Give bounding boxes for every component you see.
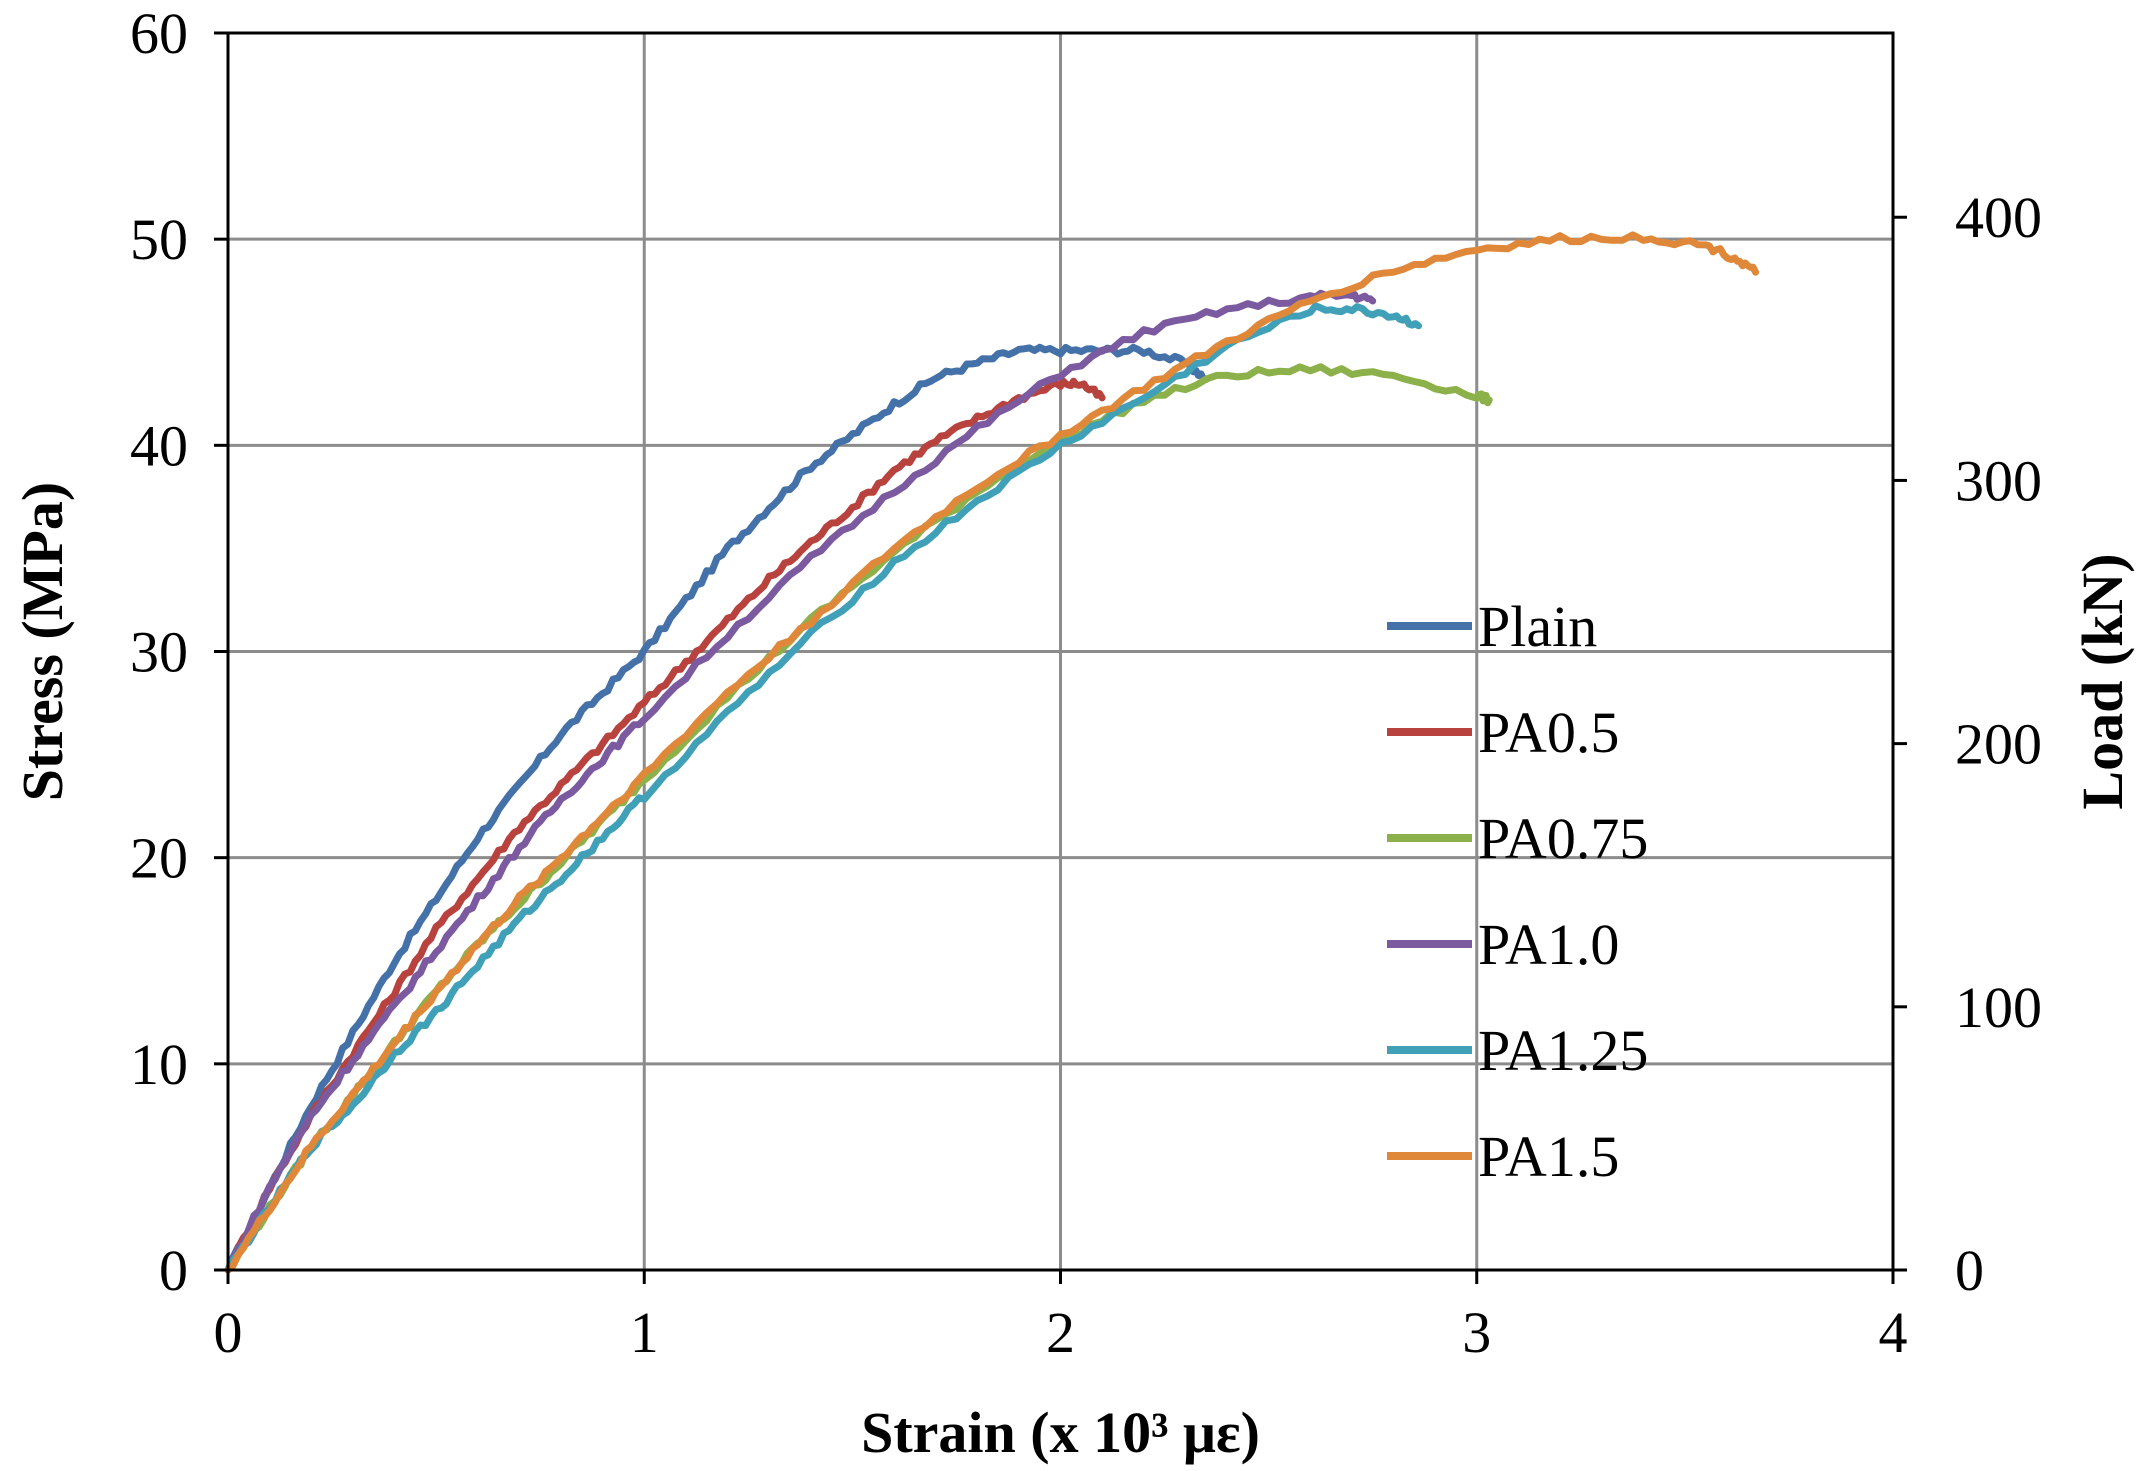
legend-label-pa1-5: PA1.5	[1478, 1124, 1619, 1189]
y2-tick-label: 200	[1955, 712, 2042, 777]
y-tick-label: 40	[130, 413, 188, 478]
legend-label-plain: Plain	[1478, 594, 1597, 659]
axis-ticks	[214, 31, 1907, 1284]
grid-lines	[228, 33, 1893, 1270]
series-line-plain	[224, 343, 1210, 1274]
series-line-pa0-5	[224, 377, 1106, 1274]
y-tick-label: 10	[130, 1032, 188, 1097]
y2-tick-label: 300	[1955, 448, 2042, 513]
x-tick-label: 4	[1879, 1300, 1908, 1365]
y2-axis-title: Load (kN)	[2070, 553, 2135, 809]
y-tick-label: 20	[130, 826, 188, 891]
x-tick-label: 2	[1046, 1300, 1075, 1365]
y2-tick-label: 400	[1955, 185, 2042, 250]
series-line-pa1-5	[224, 231, 1760, 1274]
y-tick-label: 0	[159, 1238, 188, 1303]
series-layer	[224, 231, 1760, 1274]
series-line-pa1-25	[224, 302, 1422, 1274]
x-tick-label: 1	[630, 1300, 659, 1365]
x-axis-title: Strain (x 10³ με)	[861, 1400, 1260, 1465]
y-tick-label: 30	[130, 620, 188, 685]
x-tick-label: 0	[214, 1300, 243, 1365]
legend-label-pa1-0: PA1.0	[1478, 912, 1619, 977]
y2-tick-label: 0	[1955, 1238, 1984, 1303]
legend-label-pa0-5: PA0.5	[1478, 700, 1619, 765]
series-line-pa1-0	[224, 289, 1377, 1274]
y-tick-label: 50	[130, 207, 188, 272]
legend-label-pa0-75: PA0.75	[1478, 806, 1648, 871]
y2-tick-label: 100	[1955, 975, 2042, 1040]
y-axis-title: Stress (MPa)	[10, 482, 75, 801]
y-tick-label: 60	[130, 1, 188, 66]
legend-label-pa1-25: PA1.25	[1478, 1018, 1648, 1083]
legend: Plain PA0.5 PA0.75 PA1.0 PA1.25 PA1.5	[1387, 594, 1648, 1189]
x-tick-label: 3	[1462, 1300, 1491, 1365]
